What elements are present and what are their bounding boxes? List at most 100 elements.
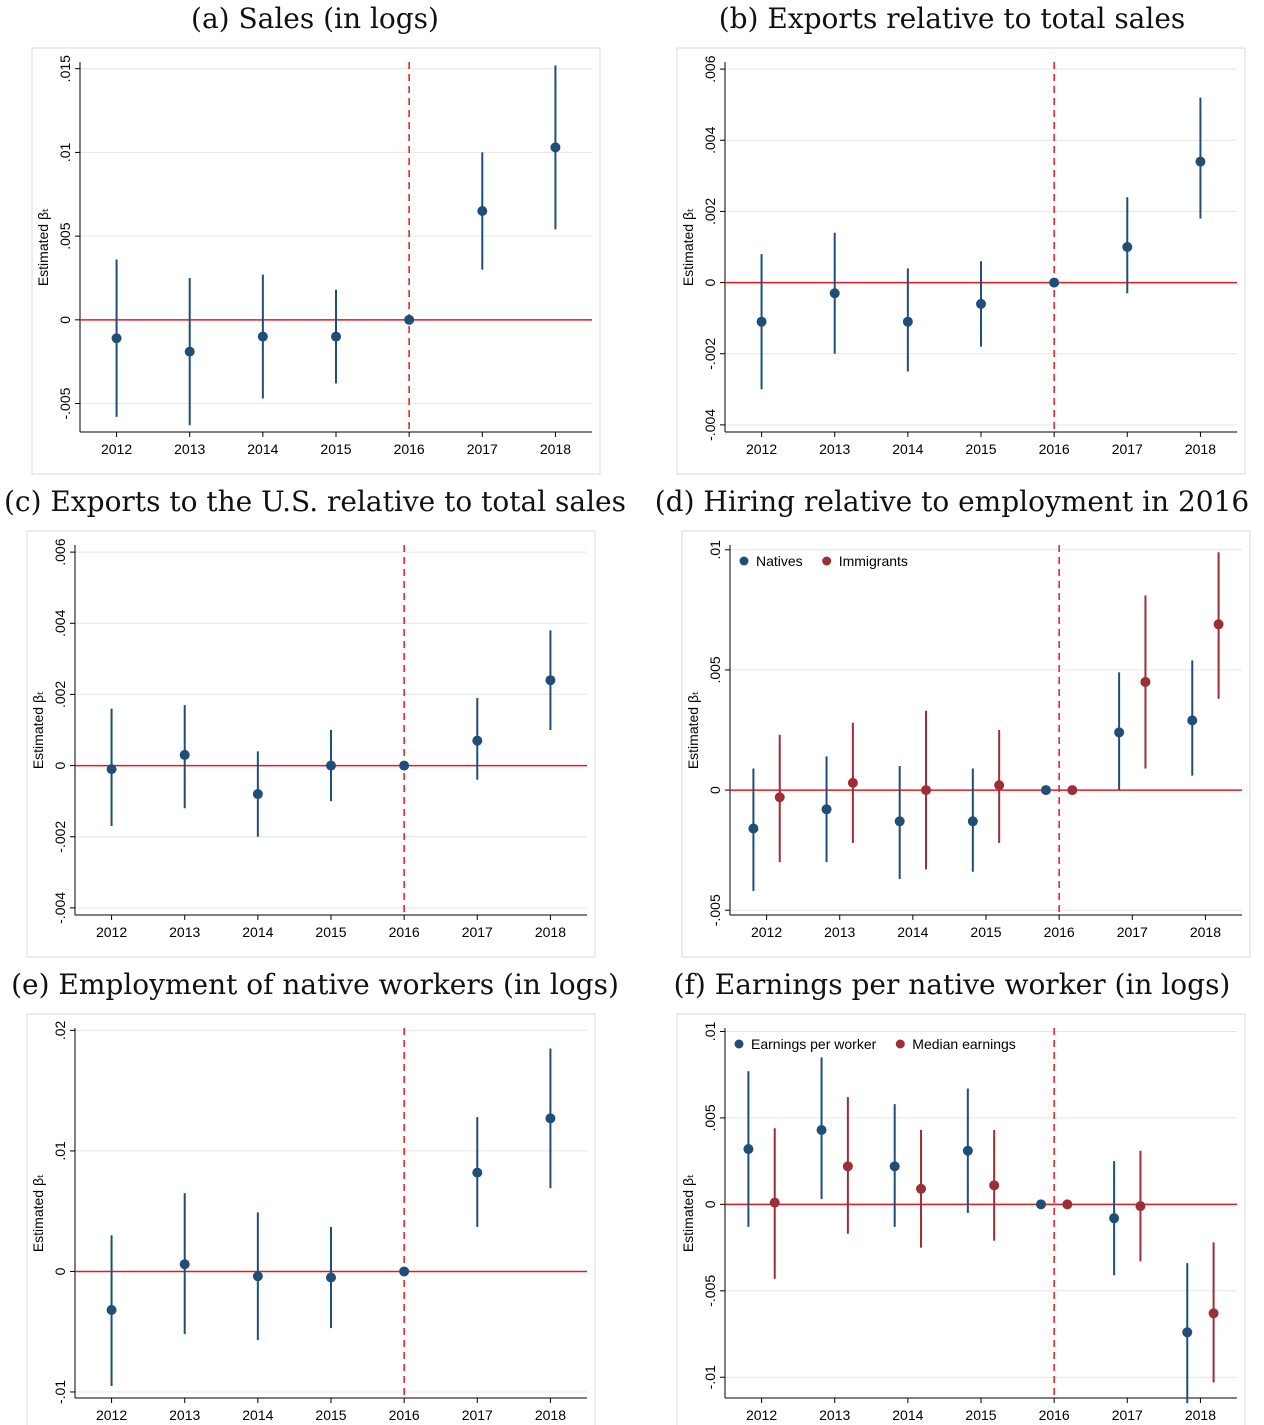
x-tick-label: 2017 bbox=[467, 441, 498, 457]
y-tick-label: .01 bbox=[57, 142, 73, 162]
point-estimate bbox=[821, 804, 832, 815]
chart-panel-a: -.005 0 .005 .01 .015 2012 2013 2014 2015 2016 201… bbox=[31, 47, 601, 475]
point-estimate bbox=[894, 816, 905, 827]
point-estimate bbox=[1114, 727, 1125, 738]
point-estimate bbox=[550, 142, 561, 153]
series-estimates bbox=[756, 97, 1206, 390]
point-estimate bbox=[477, 206, 488, 217]
y-tick-label: 0 bbox=[707, 786, 723, 794]
x-tick-label: 2013 bbox=[819, 1407, 850, 1423]
y-tick-label: .004 bbox=[52, 609, 68, 636]
point-estimate bbox=[545, 675, 556, 686]
y-tick-label: .02 bbox=[52, 1020, 68, 1040]
y-tick-label: .006 bbox=[702, 55, 718, 82]
y-tick-label: .004 bbox=[702, 126, 718, 153]
point-estimate bbox=[1040, 785, 1051, 796]
point-estimate bbox=[889, 1161, 900, 1172]
chart-panel-e: -.01 0 .01 .02 2012 2013 2014 2015 2016 2017 2018 E… bbox=[26, 1013, 596, 1425]
y-tick-label: .01 bbox=[702, 1022, 718, 1042]
legend-marker bbox=[739, 556, 749, 566]
graph-region-border bbox=[26, 530, 596, 958]
y-tick-label: 0 bbox=[52, 761, 68, 769]
graph-region-border bbox=[676, 47, 1246, 475]
point-estimate bbox=[545, 1113, 556, 1124]
graph-region-border bbox=[31, 47, 601, 475]
x-tick-label: 2014 bbox=[892, 1407, 923, 1423]
series-estimates bbox=[111, 65, 561, 426]
point-estimate bbox=[184, 346, 195, 357]
chart-panel-f: -.01 -.005 0 .005 .01 2012 2013 2014 2015 2016 201… bbox=[676, 1013, 1246, 1425]
point-estimate bbox=[976, 298, 986, 309]
point-estimate bbox=[179, 1259, 190, 1270]
x-tick-label: 2012 bbox=[751, 924, 782, 940]
series-immigrants bbox=[774, 552, 1224, 870]
x-tick-label: 2018 bbox=[535, 924, 566, 940]
y-tick-label: .002 bbox=[52, 681, 68, 708]
x-tick-label: 2014 bbox=[247, 441, 278, 457]
y-tick-label: .005 bbox=[57, 222, 73, 249]
x-tick-label: 2017 bbox=[1112, 441, 1143, 457]
series-estimates bbox=[106, 630, 556, 837]
point-estimate bbox=[106, 764, 117, 775]
chart-panel-d: -.005 0 .005 .01 2012 2013 2014 2015 2016 2017 201… bbox=[681, 530, 1251, 958]
graph-region-border bbox=[681, 530, 1251, 958]
y-tick-label: -.005 bbox=[707, 894, 723, 926]
point-estimate bbox=[842, 1161, 853, 1172]
y-tick-label: -.005 bbox=[57, 387, 73, 419]
graph-region-border bbox=[26, 1013, 596, 1425]
y-tick-label: -.005 bbox=[702, 1275, 718, 1307]
point-estimate bbox=[106, 1305, 117, 1316]
point-estimate bbox=[399, 760, 410, 771]
y-tick-label: .005 bbox=[707, 656, 723, 683]
point-estimate bbox=[921, 785, 932, 796]
y-tick-label: 0 bbox=[52, 1267, 68, 1275]
panel-a-title: (a) Sales (in logs) bbox=[191, 2, 439, 35]
y-axis-title: Estimated βₜ bbox=[30, 1174, 46, 1252]
y-tick-label: -.002 bbox=[52, 821, 68, 853]
y-tick-label: .01 bbox=[707, 540, 723, 560]
point-estimate bbox=[326, 1272, 336, 1283]
point-estimate bbox=[111, 333, 122, 344]
point-estimate bbox=[1213, 619, 1224, 630]
panel-d-title: (d) Hiring relative to employment in 201… bbox=[654, 485, 1250, 518]
y-tick-label: .005 bbox=[702, 1104, 718, 1131]
point-estimate bbox=[743, 1144, 754, 1155]
point-estimate bbox=[967, 816, 978, 827]
point-estimate bbox=[472, 735, 483, 746]
point-estimate bbox=[252, 1271, 263, 1282]
x-tick-label: 2016 bbox=[394, 441, 425, 457]
point-estimate bbox=[179, 749, 190, 760]
point-estimate bbox=[1208, 1308, 1219, 1319]
series-natives bbox=[748, 660, 1198, 891]
series-median-earnings bbox=[769, 1097, 1219, 1383]
x-tick-label: 2016 bbox=[389, 1407, 420, 1423]
legend: Natives Immigrants bbox=[739, 553, 908, 569]
legend-marker bbox=[822, 556, 832, 566]
point-estimate bbox=[399, 1266, 410, 1277]
x-tick-label: 2012 bbox=[746, 441, 777, 457]
y-tick-label: .01 bbox=[52, 1141, 68, 1161]
point-estimate bbox=[847, 777, 858, 788]
x-tick-label: 2013 bbox=[174, 441, 205, 457]
legend-marker bbox=[895, 1039, 905, 1049]
x-tick-label: 2013 bbox=[169, 924, 200, 940]
x-tick-label: 2012 bbox=[96, 924, 127, 940]
point-estimate bbox=[774, 792, 785, 803]
y-tick-label: 0 bbox=[702, 1200, 718, 1208]
point-estimate bbox=[472, 1167, 483, 1178]
point-estimate bbox=[1122, 242, 1133, 252]
legend-label: Earnings per worker bbox=[751, 1036, 877, 1052]
x-tick-label: 2014 bbox=[242, 924, 273, 940]
x-tick-label: 2012 bbox=[96, 1407, 127, 1423]
chart-panel-c: -.004 -.002 0 .002 .004 .006 2012 2013 2014 2015 2… bbox=[26, 530, 596, 958]
point-estimate bbox=[1195, 156, 1206, 167]
point-estimate bbox=[1187, 715, 1198, 726]
x-tick-label: 2017 bbox=[1112, 1407, 1143, 1423]
chart-panel-b: -.004 -.002 0 .002 .004 .006 2012 2013 2014 2015 2… bbox=[676, 47, 1246, 475]
y-tick-label: 0 bbox=[702, 278, 718, 286]
series-earnings-per-worker bbox=[743, 1057, 1193, 1404]
legend-label: Median earnings bbox=[912, 1036, 1016, 1052]
x-tick-label: 2014 bbox=[897, 924, 928, 940]
x-tick-label: 2015 bbox=[970, 924, 1001, 940]
